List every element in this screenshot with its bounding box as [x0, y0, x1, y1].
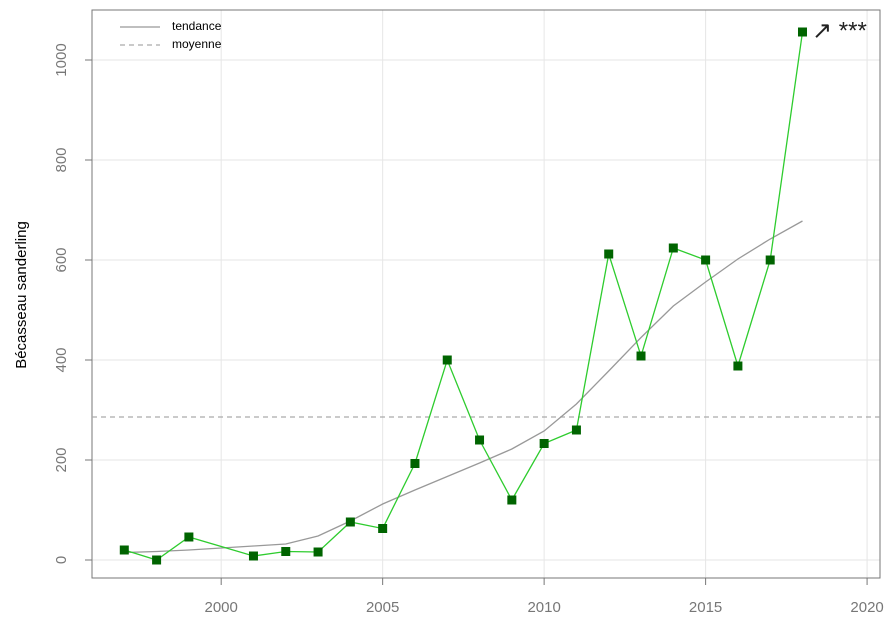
data-point: [442, 355, 452, 365]
data-point: [571, 425, 581, 435]
data-point: [604, 249, 614, 259]
y-tick-label: 800: [53, 147, 70, 172]
data-point: [475, 435, 485, 445]
data-point: [248, 551, 258, 561]
legend-label: tendance: [172, 19, 222, 33]
y-tick-label: 0: [53, 556, 70, 564]
data-point: [345, 517, 355, 527]
data-point: [378, 524, 388, 533]
data-point: [184, 532, 194, 542]
x-tick-label: 2005: [366, 599, 399, 616]
x-tick-label: 2015: [689, 599, 722, 616]
data-point: [313, 547, 323, 557]
y-axis-label: Bécasseau sanderling: [13, 221, 30, 369]
data-point: [410, 459, 420, 468]
y-tick-label: 400: [53, 347, 70, 372]
data-point: [765, 255, 775, 265]
data-point: [152, 555, 162, 565]
y-tick-label: 200: [53, 447, 70, 472]
data-point: [119, 545, 129, 555]
data-line: [124, 31, 804, 561]
plot-frame: [91, 9, 881, 579]
y-tick-label: 600: [53, 247, 70, 272]
x-tick-label: 2000: [204, 599, 237, 616]
legend-label: moyenne: [172, 37, 222, 51]
data-point: [668, 243, 678, 253]
data-point: [281, 547, 291, 556]
annotation: ↗ ***: [812, 17, 867, 44]
data-point: [507, 495, 517, 505]
data-point: [539, 439, 549, 448]
data-point: [636, 351, 646, 361]
y-tick-label: 1000: [53, 43, 70, 76]
trend-line: [124, 220, 803, 554]
data-point: [701, 255, 711, 265]
data-point: [733, 361, 743, 371]
x-tick-label: 2020: [850, 599, 883, 616]
x-tick-label: 2010: [527, 599, 560, 616]
data-point: [797, 27, 807, 37]
